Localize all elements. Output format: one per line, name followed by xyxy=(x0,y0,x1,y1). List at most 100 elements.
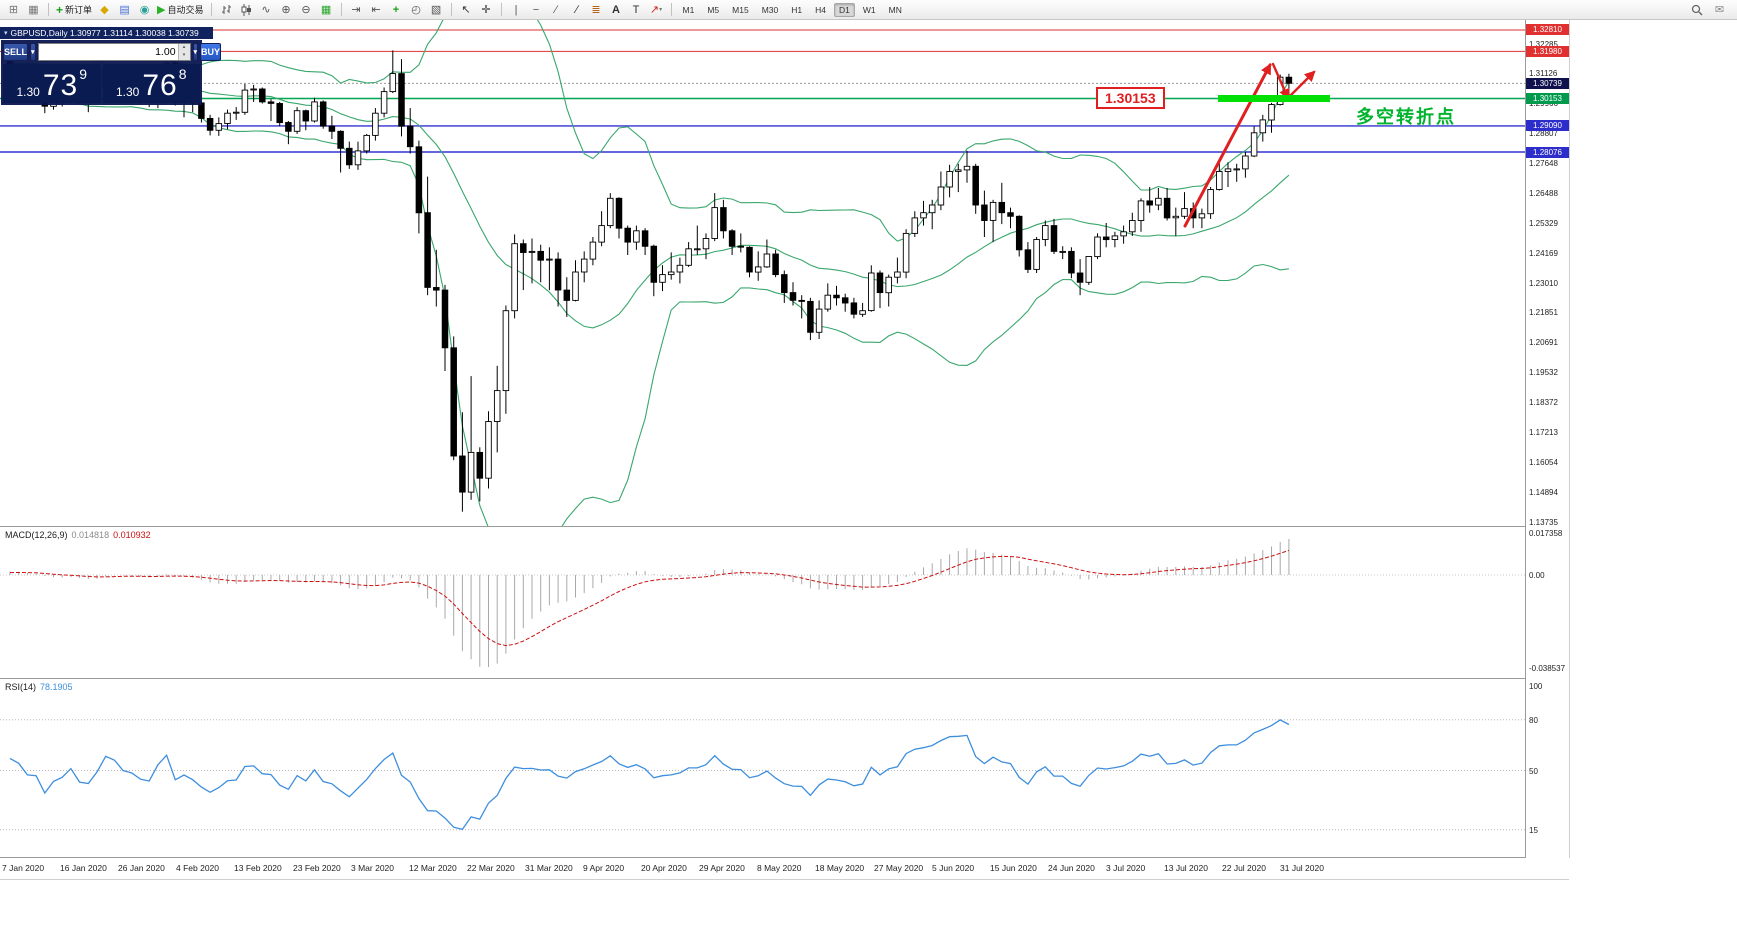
price-annotation-label[interactable]: 1.30153 xyxy=(1096,87,1165,109)
sell-price-display[interactable]: 1.30 73 9 xyxy=(3,64,101,103)
volume-input[interactable] xyxy=(38,44,178,60)
date-label: 22 Mar 2020 xyxy=(467,863,515,873)
new-order-button[interactable]: + 新订单 xyxy=(54,2,94,18)
date-label: 3 Mar 2020 xyxy=(351,863,394,873)
candles-icon xyxy=(241,3,252,16)
market-watch-button[interactable]: ▤ xyxy=(115,2,134,18)
chart-title-bar[interactable]: ▾ GBPUSD,Daily 1.30977 1.31114 1.30038 1… xyxy=(0,27,213,39)
price-tick: 1.32285 xyxy=(1529,40,1558,49)
toolbar-separator xyxy=(48,3,49,16)
timeframe-d1[interactable]: D1 xyxy=(833,2,855,17)
buy-price-display[interactable]: 1.30 76 8 xyxy=(102,64,200,103)
rsi-panel[interactable] xyxy=(0,679,1525,857)
metaeditor-button[interactable]: ◆ xyxy=(95,2,114,18)
timeframe-m30[interactable]: M30 xyxy=(761,4,779,15)
search-button[interactable] xyxy=(1687,2,1706,18)
buy-price-pips: 76 xyxy=(142,69,178,102)
new-chart-icon: ⊞ xyxy=(8,3,19,16)
market-watch-icon: ▤ xyxy=(119,3,130,16)
price-tick: 1.16054 xyxy=(1529,458,1558,467)
support-highlight-bar[interactable] xyxy=(1218,95,1330,102)
hline-icon: − xyxy=(532,3,540,16)
sell-price-point: 9 xyxy=(79,66,88,82)
panel-separator[interactable] xyxy=(0,678,1569,679)
date-label: 31 Jul 2020 xyxy=(1280,863,1324,873)
date-label: 3 Jul 2020 xyxy=(1106,863,1146,873)
bars-icon xyxy=(221,4,232,16)
timeframe-w1[interactable]: W1 xyxy=(862,4,876,15)
zoom-in-button[interactable]: ⊕ xyxy=(277,2,296,18)
rsi-line xyxy=(9,719,1290,831)
bollinger-middle[interactable] xyxy=(9,76,1290,329)
timeframe-m1[interactable]: M1 xyxy=(682,4,695,15)
macd-name: MACD(12,26,9) xyxy=(5,530,68,540)
buy-button[interactable]: BUY xyxy=(200,43,222,61)
macd-label: MACD(12,26,9) 0.014818 0.010932 xyxy=(5,530,151,540)
cursor-button[interactable]: ↖ xyxy=(457,2,476,18)
templates-button[interactable]: ▧ xyxy=(427,2,446,18)
date-label: 5 Jun 2020 xyxy=(932,863,975,873)
buy-options-caret[interactable]: ▾ xyxy=(192,43,199,61)
arrows-button[interactable]: ↗ ▾ xyxy=(647,2,666,18)
trend-arrow-2[interactable] xyxy=(1271,62,1290,101)
channel-button[interactable]: ∕∕ xyxy=(567,2,586,18)
sell-button[interactable]: SELL xyxy=(3,43,29,61)
label-button[interactable]: T xyxy=(627,2,646,18)
timeframe-h4[interactable]: H4 xyxy=(815,4,826,15)
timeframe-m5[interactable]: M5 xyxy=(707,4,720,15)
search-icon xyxy=(1691,4,1703,16)
macd-scale-tick: 0.00 xyxy=(1529,571,1545,580)
bollinger-lower[interactable] xyxy=(9,90,1289,526)
candles-button[interactable] xyxy=(237,2,256,18)
autotrade-button[interactable]: ▶ 自动交易 xyxy=(155,2,205,18)
date-label: 8 May 2020 xyxy=(757,863,802,873)
tester-button[interactable]: ◉ xyxy=(135,2,154,18)
periods-button[interactable]: ◴ xyxy=(407,2,426,18)
price-scale[interactable]: 1.322851.311261.299661.288071.276481.264… xyxy=(1525,20,1570,858)
trend-arrow-3[interactable] xyxy=(1286,70,1316,100)
macd-panel[interactable] xyxy=(0,527,1525,677)
macd-value: 0.014818 xyxy=(71,530,110,540)
price-tick: 1.27648 xyxy=(1529,159,1558,168)
tester-icon: ◉ xyxy=(139,3,150,16)
price-tick: 1.18372 xyxy=(1529,398,1558,407)
fibo-button[interactable]: ≣ xyxy=(587,2,606,18)
bollinger-upper[interactable] xyxy=(10,20,1290,242)
line-chart-button[interactable]: ∿ xyxy=(257,2,276,18)
price-tag: 1.30153 xyxy=(1526,93,1569,104)
trend-arrow-1[interactable] xyxy=(1183,63,1272,228)
autoscroll-button[interactable]: ⇥ xyxy=(347,2,366,18)
community-button[interactable]: ✉ xyxy=(1710,2,1729,18)
vline-button[interactable]: | xyxy=(507,2,526,18)
crosshair-button[interactable]: ✛ xyxy=(477,2,496,18)
rsi-scale-tick: 50 xyxy=(1529,767,1538,776)
sell-options-caret[interactable]: ▾ xyxy=(30,43,36,61)
zoom-out-icon: ⊖ xyxy=(301,3,311,16)
timeframe-m15[interactable]: M15 xyxy=(732,4,749,15)
autotrade-icon: ▶ xyxy=(157,3,166,16)
rsi-scale-tick: 80 xyxy=(1529,716,1538,725)
volume-down-button[interactable]: ▾ xyxy=(182,52,186,58)
timeframe-mn[interactable]: MN xyxy=(888,4,902,15)
date-label: 31 Mar 2020 xyxy=(525,863,573,873)
chart-shift-button[interactable]: ⇤ xyxy=(367,2,386,18)
panel-separator[interactable] xyxy=(0,526,1569,527)
metaeditor-icon: ◆ xyxy=(100,3,109,16)
turning-point-text[interactable]: 多空转折点 xyxy=(1356,107,1456,127)
text-button[interactable]: A xyxy=(607,2,626,18)
bars-button[interactable] xyxy=(217,2,236,18)
label-icon: T xyxy=(632,3,640,16)
trendline-button[interactable]: ∕ xyxy=(547,2,566,18)
price-tick: 1.20691 xyxy=(1529,338,1558,347)
new-chart-button[interactable]: ⊞ xyxy=(4,2,23,18)
hline-button[interactable]: − xyxy=(527,2,546,18)
rsi-scale-tick: 100 xyxy=(1529,682,1543,691)
profiles-button[interactable]: ▦ xyxy=(24,2,43,18)
volume-up-button[interactable]: ▴ xyxy=(182,44,186,50)
timeframe-h1[interactable]: H1 xyxy=(791,4,803,15)
zoom-out-button[interactable]: ⊖ xyxy=(297,2,316,18)
time-scale[interactable]: 7 Jan 2020 16 Jan 2020 26 Jan 2020 4 Feb 20… xyxy=(0,858,1525,879)
tile-windows-button[interactable]: ▦ xyxy=(317,2,336,18)
date-label: 23 Feb 2020 xyxy=(293,863,341,873)
indicators-button[interactable]: + xyxy=(387,2,406,18)
